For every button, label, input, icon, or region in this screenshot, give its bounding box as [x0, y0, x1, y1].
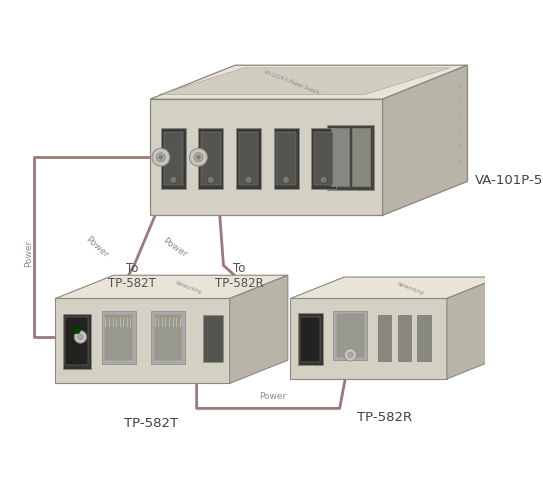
Polygon shape: [298, 313, 323, 365]
Polygon shape: [337, 314, 364, 357]
Polygon shape: [276, 132, 296, 185]
Polygon shape: [239, 132, 258, 185]
Polygon shape: [102, 311, 136, 364]
Polygon shape: [352, 128, 370, 186]
Text: Power: Power: [84, 235, 110, 260]
Text: To
TP-582R: To TP-582R: [215, 262, 264, 290]
Polygon shape: [161, 128, 186, 188]
Polygon shape: [274, 128, 299, 188]
Text: Networking: Networking: [175, 281, 203, 295]
Circle shape: [282, 176, 289, 183]
Text: TP-582T: TP-582T: [124, 417, 179, 431]
Text: VA-101P-5: VA-101P-5: [475, 174, 543, 187]
Polygon shape: [159, 68, 450, 94]
Polygon shape: [201, 132, 221, 185]
Polygon shape: [314, 132, 333, 185]
Polygon shape: [291, 299, 447, 379]
Text: Power: Power: [161, 236, 188, 259]
Polygon shape: [62, 314, 91, 369]
Circle shape: [344, 349, 357, 361]
Circle shape: [190, 149, 207, 166]
Circle shape: [159, 155, 163, 159]
Circle shape: [74, 331, 87, 343]
Polygon shape: [203, 316, 224, 362]
Polygon shape: [378, 315, 392, 361]
Circle shape: [194, 153, 203, 162]
Circle shape: [156, 153, 166, 162]
Circle shape: [152, 149, 170, 166]
Polygon shape: [236, 128, 261, 188]
Polygon shape: [230, 275, 288, 383]
Text: Networking: Networking: [397, 281, 425, 296]
Circle shape: [207, 176, 214, 183]
Circle shape: [73, 327, 80, 334]
Polygon shape: [383, 65, 468, 215]
Circle shape: [197, 155, 200, 159]
Text: Power: Power: [24, 240, 33, 267]
Circle shape: [170, 176, 177, 183]
Text: TP-582R: TP-582R: [357, 411, 412, 424]
Polygon shape: [65, 318, 89, 365]
Polygon shape: [333, 311, 368, 360]
Circle shape: [348, 352, 353, 357]
Polygon shape: [163, 132, 183, 185]
Polygon shape: [398, 315, 411, 361]
Polygon shape: [291, 277, 501, 299]
Polygon shape: [55, 275, 288, 299]
Circle shape: [245, 176, 252, 183]
Polygon shape: [418, 315, 431, 361]
Text: Power: Power: [259, 393, 286, 401]
Polygon shape: [300, 317, 320, 362]
Polygon shape: [447, 277, 501, 379]
Polygon shape: [331, 128, 349, 186]
Polygon shape: [311, 128, 336, 188]
Polygon shape: [55, 299, 230, 383]
Text: VA-101P-5 Power Supply: VA-101P-5 Power Supply: [263, 69, 320, 95]
Circle shape: [78, 334, 83, 339]
Polygon shape: [198, 128, 224, 188]
Text: To
TP-582T: To TP-582T: [109, 262, 156, 290]
Polygon shape: [105, 315, 132, 360]
Polygon shape: [150, 99, 383, 215]
Polygon shape: [155, 315, 181, 360]
Circle shape: [320, 176, 327, 183]
Polygon shape: [327, 125, 374, 190]
Polygon shape: [151, 311, 185, 364]
Polygon shape: [150, 65, 468, 99]
